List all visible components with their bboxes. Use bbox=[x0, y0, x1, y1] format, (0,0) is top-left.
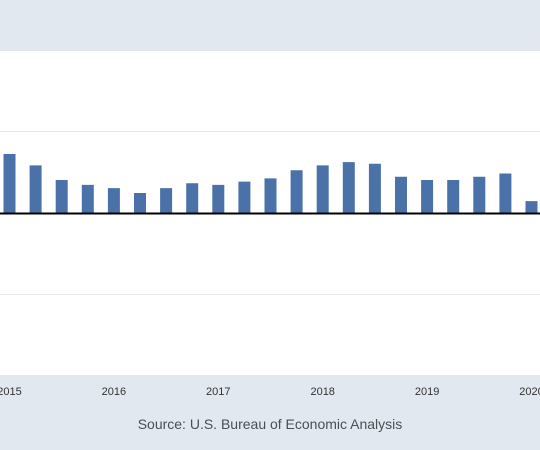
source-note: Source: U.S. Bureau of Economic Analysis bbox=[137, 416, 403, 432]
bar-2018-Q1 bbox=[316, 165, 329, 213]
bar-2017-Q2 bbox=[238, 181, 251, 213]
x-tick-label-2016: 2016 bbox=[102, 386, 126, 398]
bar-2015-Q3 bbox=[55, 180, 68, 213]
bar-2017-Q3 bbox=[264, 178, 277, 213]
bar-2016-Q3 bbox=[160, 188, 173, 213]
x-tick-label-2019: 2019 bbox=[415, 386, 439, 398]
x-tick-label-2018: 2018 bbox=[310, 386, 334, 398]
bar-2015-Q4 bbox=[81, 184, 94, 213]
bar-2016-Q2 bbox=[134, 193, 146, 213]
bar-2020-Q1 bbox=[525, 201, 538, 213]
bar-2017-Q4 bbox=[290, 170, 303, 213]
bar-2019-Q1 bbox=[421, 180, 434, 213]
bar-2016-Q4 bbox=[186, 183, 199, 213]
bar-2018-Q4 bbox=[395, 176, 407, 213]
x-tick-label-2017: 2017 bbox=[206, 386, 230, 398]
bar-2015-Q2 bbox=[29, 165, 42, 213]
bar-2017-Q1 bbox=[212, 184, 225, 213]
bar-2019-Q4 bbox=[499, 173, 512, 213]
bar-2018-Q2 bbox=[342, 162, 355, 213]
bar-2019-Q2 bbox=[447, 180, 460, 213]
bar-2015-Q1 bbox=[3, 154, 16, 213]
bar-2018-Q3 bbox=[368, 163, 381, 213]
x-tick-label-2015: 2015 bbox=[0, 386, 22, 398]
bar-2016-Q1 bbox=[107, 188, 120, 213]
bar-2019-Q3 bbox=[473, 176, 486, 213]
x-tick-label-2020: 2020 bbox=[519, 386, 540, 398]
